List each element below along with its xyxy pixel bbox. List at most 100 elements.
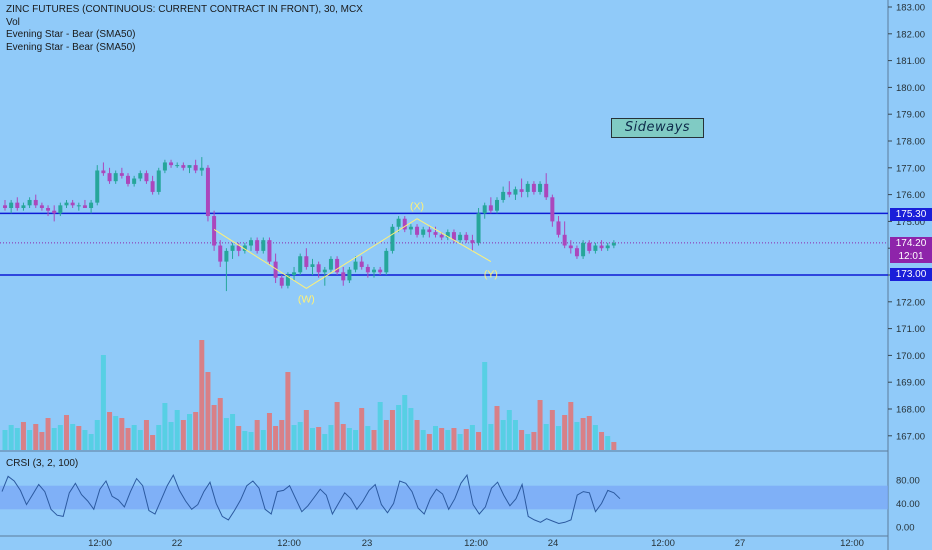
volume-bar: [82, 430, 88, 450]
volume-bar: [27, 430, 33, 450]
price-tick-label: 180.00: [896, 83, 925, 94]
candle-body: [587, 242, 592, 251]
wave-label: (X): [410, 201, 424, 213]
volume-bar: [248, 432, 254, 450]
volume-bar: [482, 362, 488, 450]
volume-bar: [420, 430, 426, 450]
volume-bar: [51, 428, 57, 450]
volume-bar: [322, 434, 328, 450]
candle-body: [107, 173, 112, 182]
candle-body: [396, 218, 401, 227]
volume-bar: [131, 425, 137, 450]
volume-bar: [586, 416, 592, 450]
price-tick-label: 181.00: [896, 56, 925, 67]
candle-body: [224, 250, 229, 262]
volume-bar: [143, 420, 149, 450]
volume-label[interactable]: Vol: [6, 16, 20, 28]
candle-body: [525, 183, 530, 192]
volume-bar: [94, 420, 100, 450]
indicator-label[interactable]: Evening Star - Bear (SMA50): [6, 41, 136, 53]
volume-bar: [45, 418, 51, 450]
candle-body: [611, 242, 616, 246]
sideways-annotation[interactable]: Sideways: [611, 118, 704, 138]
volume-bar: [537, 400, 543, 450]
candle-body: [21, 205, 26, 208]
candle-body: [181, 165, 186, 168]
candle-body: [76, 205, 81, 207]
time-tick-label: 12:00: [840, 538, 864, 549]
volume-bar: [14, 428, 20, 450]
candle-body: [150, 181, 155, 192]
candle-body: [126, 175, 130, 184]
wave-pattern-line[interactable]: [213, 218, 492, 289]
volume-bar: [328, 425, 334, 450]
volume-bar: [180, 420, 186, 450]
volume-bar: [500, 420, 506, 450]
volume-bar: [76, 426, 82, 450]
volume-bar: [605, 436, 611, 450]
volume-bar: [70, 424, 76, 450]
volume-bar: [402, 395, 408, 450]
volume-bar: [611, 442, 617, 450]
volume-bar: [57, 425, 63, 450]
indicator-label[interactable]: Evening Star - Bear (SMA50): [6, 29, 136, 40]
volume-bar: [531, 432, 537, 450]
candle-body: [82, 205, 87, 208]
volume-bar: [20, 422, 26, 450]
crsi-tick-label: 40.00: [896, 499, 920, 510]
volume-bar: [408, 408, 414, 450]
volume-bar: [463, 429, 469, 450]
volume-bar: [340, 424, 346, 450]
candle-body: [482, 205, 487, 214]
last-price-tag: 174.20: [890, 237, 932, 250]
volume-bar: [119, 418, 125, 450]
candle-body: [593, 245, 598, 251]
volume-bar: [451, 428, 457, 450]
volume-bar: [371, 430, 377, 450]
candle-body: [267, 240, 272, 262]
volume-bar: [64, 415, 69, 450]
candle-body: [458, 234, 463, 241]
volume-bar: [39, 432, 45, 450]
volume-bar: [230, 414, 236, 450]
volume-bar: [543, 424, 549, 450]
volume-bar: [506, 410, 512, 450]
candle-body: [581, 242, 586, 257]
volume-bar: [580, 418, 586, 450]
candle-body: [335, 258, 340, 273]
volume-bar: [211, 405, 217, 450]
candle-body: [359, 261, 364, 267]
volume-bar: [113, 416, 119, 450]
candle-body: [132, 178, 137, 184]
candle-body: [156, 170, 161, 192]
candle-body: [205, 167, 210, 217]
candle-body: [402, 218, 407, 230]
volume-bar: [414, 420, 420, 450]
candle-body: [113, 173, 118, 182]
price-tick-label: 168.00: [896, 405, 925, 416]
volume-bar: [236, 426, 242, 450]
candle-body: [89, 202, 94, 208]
crsi-label[interactable]: CRSI (3, 2, 100): [6, 458, 79, 469]
candle-body: [341, 272, 346, 281]
candle-body: [562, 234, 567, 246]
candle-body: [175, 165, 180, 167]
volume-bar: [439, 428, 445, 450]
symbol-title[interactable]: ZINC FUTURES (CONTINUOUS: CURRENT CONTRA…: [6, 4, 363, 15]
candle-body: [285, 275, 290, 286]
support-price-tag: 173.00: [890, 268, 932, 281]
volume-bar: [223, 418, 229, 450]
candle-body: [249, 240, 253, 246]
crsi-line: [1, 473, 621, 525]
price-tick-label: 175.00: [896, 217, 925, 228]
volume-bar: [512, 420, 518, 450]
candle-body: [556, 221, 561, 235]
time-tick-label: 12:00: [88, 538, 112, 549]
volume-bar: [187, 414, 192, 450]
volume-bar: [242, 431, 248, 450]
candle-body: [15, 202, 20, 208]
volume-bar: [8, 425, 14, 450]
candle-body: [599, 245, 604, 249]
